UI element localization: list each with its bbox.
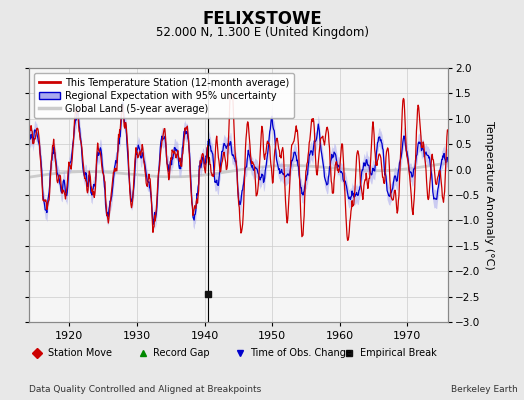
Text: Berkeley Earth: Berkeley Earth: [451, 385, 517, 394]
Text: Empirical Break: Empirical Break: [360, 348, 436, 358]
Legend: This Temperature Station (12-month average), Regional Expectation with 95% uncer: This Temperature Station (12-month avera…: [34, 73, 294, 118]
Text: Time of Obs. Change: Time of Obs. Change: [250, 348, 352, 358]
Text: FELIXSTOWE: FELIXSTOWE: [202, 10, 322, 28]
Text: 52.000 N, 1.300 E (United Kingdom): 52.000 N, 1.300 E (United Kingdom): [156, 26, 368, 39]
Text: Station Move: Station Move: [48, 348, 112, 358]
Text: Data Quality Controlled and Aligned at Breakpoints: Data Quality Controlled and Aligned at B…: [29, 385, 261, 394]
Y-axis label: Temperature Anomaly (°C): Temperature Anomaly (°C): [484, 121, 494, 269]
Text: Record Gap: Record Gap: [153, 348, 210, 358]
